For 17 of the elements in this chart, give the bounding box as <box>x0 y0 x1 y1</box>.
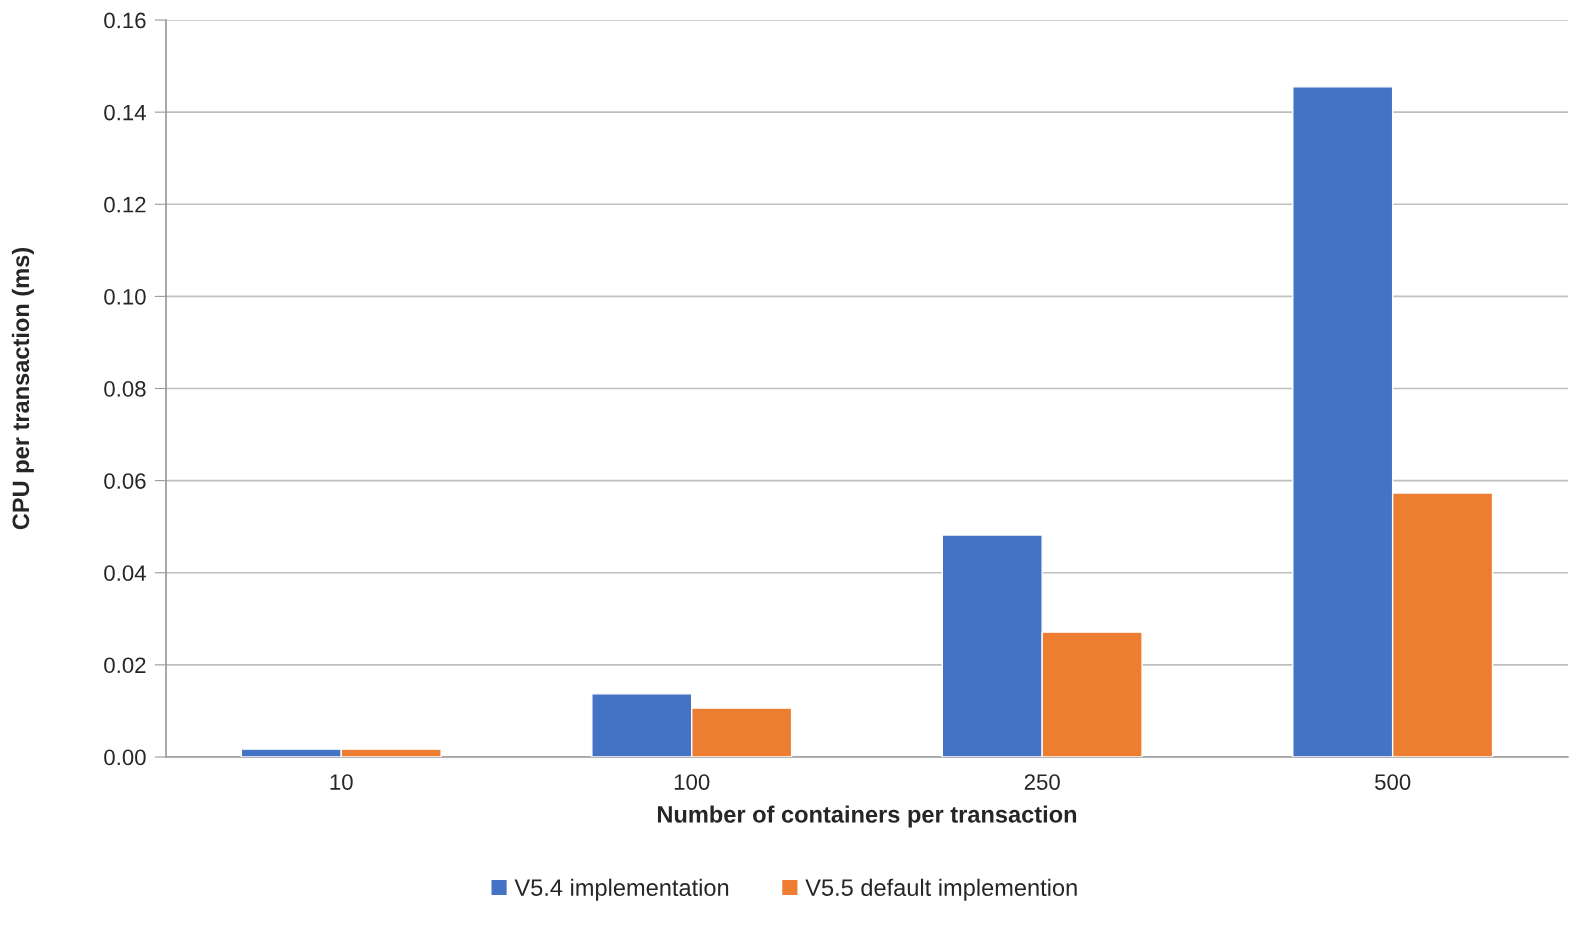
y-tick-label: 0.00 <box>104 749 146 766</box>
y-tick-label: 0.12 <box>104 196 146 213</box>
x-tick-label: 100 <box>674 774 710 790</box>
y-tick-label: 0.14 <box>104 104 146 121</box>
x-tick-label: 10 <box>330 774 353 790</box>
legend-label: V5.4 implementation <box>514 878 729 901</box>
x-axis-title: Number of containers per transaction <box>657 805 1077 828</box>
y-tick-label: 0.10 <box>104 288 146 305</box>
y-tick-label: 0.02 <box>104 657 146 674</box>
x-tick-label: 250 <box>1024 774 1060 790</box>
y-tick-label: 0.08 <box>104 381 146 397</box>
y-tick-label: 0.04 <box>104 565 146 582</box>
y-tick-label: 0.16 <box>104 12 146 29</box>
x-tick-label: 500 <box>1375 774 1411 790</box>
y-axis-title: CPU per transaction (ms) <box>11 247 34 530</box>
legend-label: V5.5 default implemention <box>805 878 1077 901</box>
y-tick-label: 0.06 <box>104 473 146 489</box>
